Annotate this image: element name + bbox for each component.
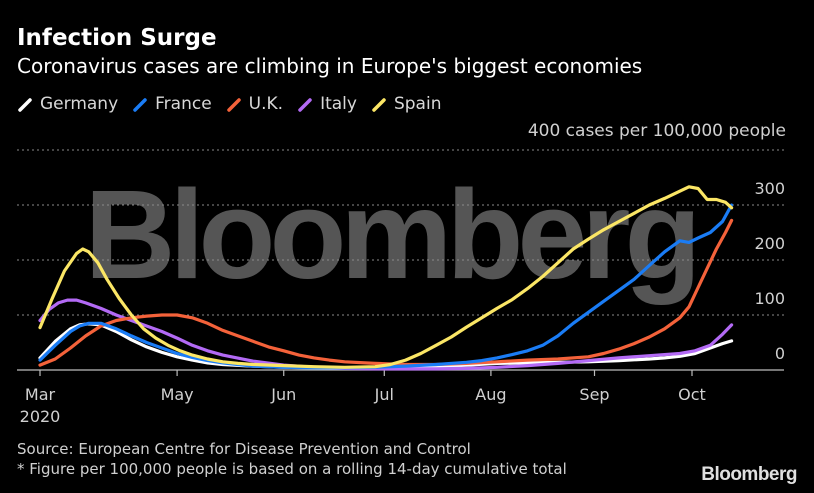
- x-tick-label: Aug: [475, 385, 506, 404]
- legend-item-italy: Italy: [297, 94, 357, 114]
- x-tick-sublabel: 2020: [20, 407, 61, 426]
- series-line-uk: [38, 218, 734, 367]
- series-lines: [38, 185, 734, 371]
- x-axis: Mar 2020 May Jun Jul Aug Sep Oct: [17, 369, 784, 426]
- legend-swatch-icon: [226, 98, 241, 112]
- x-tick-label: Jun: [270, 385, 296, 404]
- legend-label: Spain: [393, 94, 442, 114]
- series-line-italy: [38, 298, 734, 371]
- legend-swatch-icon: [298, 98, 312, 112]
- y-tick-label: 100: [754, 289, 785, 308]
- watermark-logo: Bloomberg: [84, 164, 695, 305]
- y-tick-label: 200: [754, 234, 785, 253]
- series-line-france: [38, 203, 734, 370]
- legend-swatch-icon: [133, 98, 147, 112]
- chart-subtitle: Coronavirus cases are climbing in Europe…: [17, 54, 643, 78]
- y-tick-label: 300: [754, 179, 785, 198]
- legend-swatch-icon: [18, 98, 32, 112]
- y-axis-unit-label: 400 cases per 100,000 people: [527, 121, 786, 141]
- legend-item-uk: U.K.: [226, 94, 283, 114]
- x-tick-label: Sep: [579, 385, 609, 404]
- legend-label: Germany: [40, 94, 119, 114]
- y-axis-labels: 0 100 200 300: [754, 179, 785, 363]
- chart-title: Infection Surge: [17, 25, 217, 51]
- legend-label: France: [155, 94, 212, 114]
- x-tick-label: Jul: [374, 385, 394, 404]
- legend: Germany France U.K. Italy Spain: [17, 94, 455, 114]
- legend-label: Italy: [320, 94, 357, 114]
- bloomberg-logo: Bloomberg: [701, 464, 797, 485]
- series-line-spain: [38, 185, 734, 369]
- legend-swatch-icon: [372, 98, 386, 112]
- y-tick-label: 0: [775, 344, 785, 363]
- x-tick-label: May: [161, 385, 194, 404]
- source-note: Source: European Centre for Disease Prev…: [17, 440, 471, 458]
- footnote: * Figure per 100,000 people is based on …: [17, 460, 567, 478]
- x-tick-label: Mar: [25, 385, 56, 404]
- legend-item-spain: Spain: [371, 94, 442, 114]
- legend-item-germany: Germany: [17, 94, 118, 114]
- legend-label: U.K.: [248, 94, 284, 114]
- x-tick-label: Oct: [678, 385, 706, 404]
- legend-item-france: France: [132, 94, 212, 114]
